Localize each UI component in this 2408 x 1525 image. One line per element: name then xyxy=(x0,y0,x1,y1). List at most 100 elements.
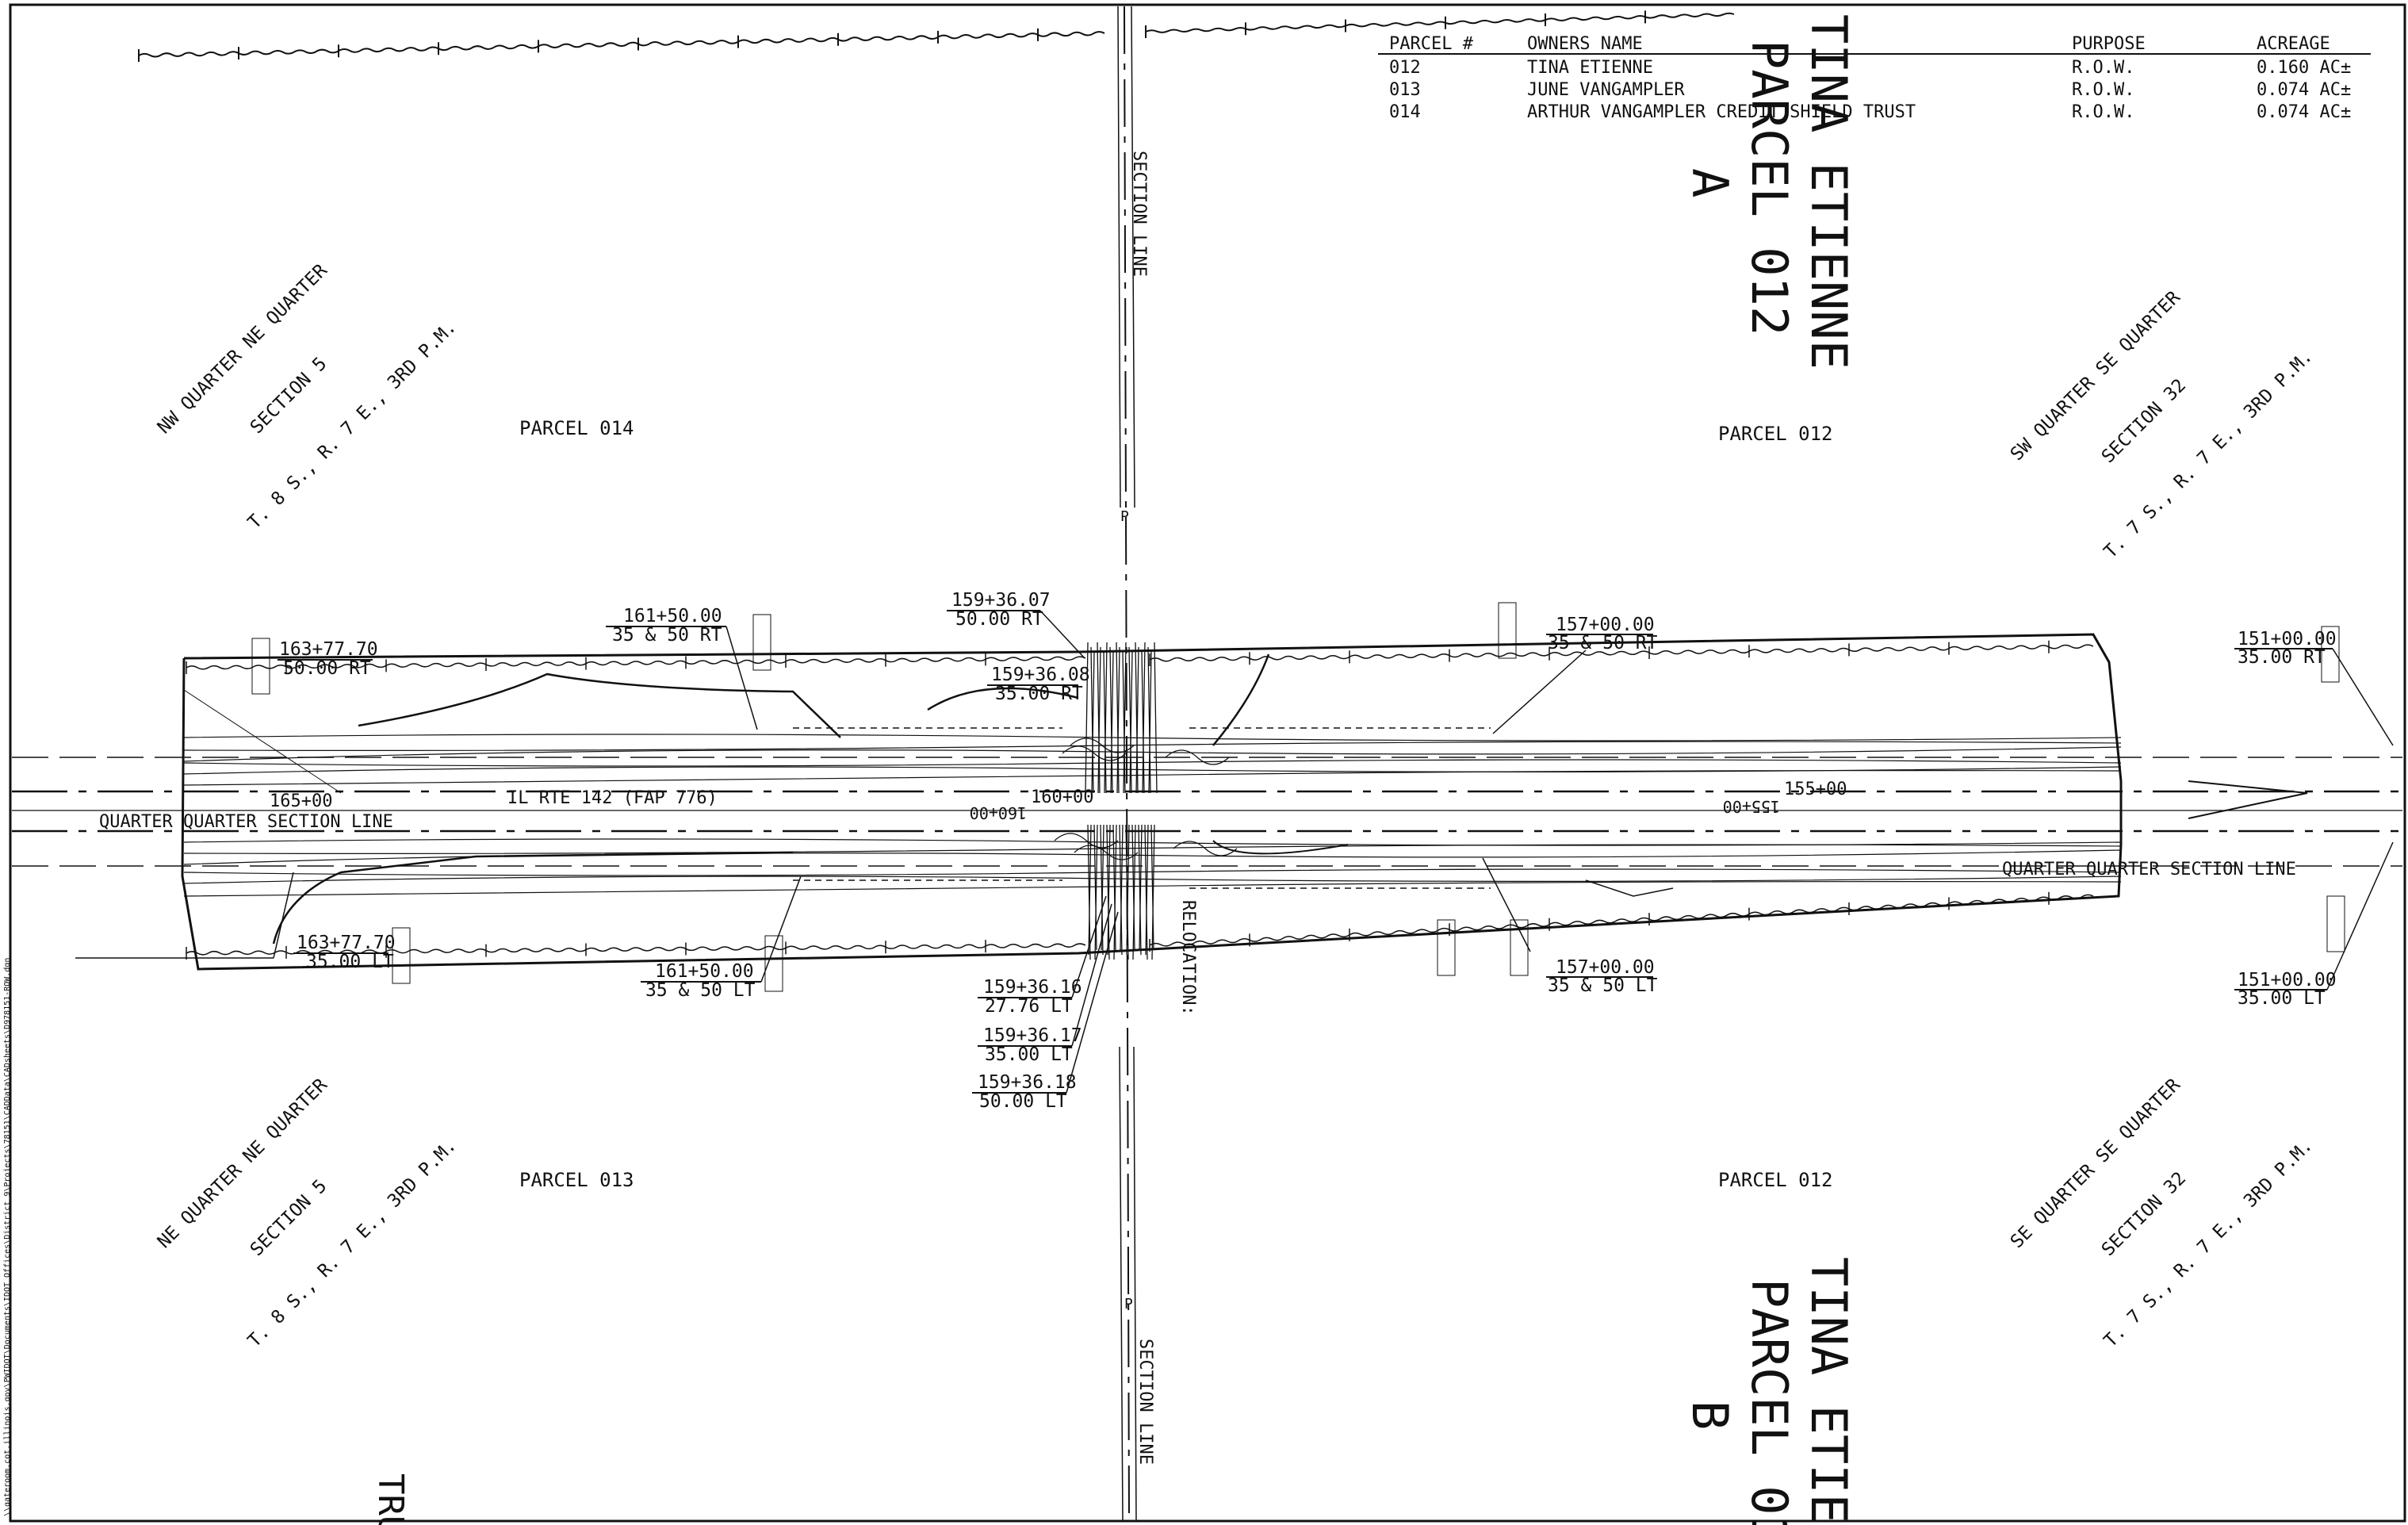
table-row-acreage: 0.074 AC± xyxy=(2257,80,2351,100)
station-label-inverted: 155+00 xyxy=(1723,797,1780,816)
quarter-line-label-left: QUARTER QUARTER SECTION LINE xyxy=(99,812,393,832)
svg-text:50.00 LT: 50.00 LT xyxy=(979,1091,1067,1112)
table-row-purpose: R.O.W. xyxy=(2072,80,2134,100)
file-path: \\gateroom.cot.illinois.gov\PWIDOT\Docum… xyxy=(3,958,12,1516)
svg-text:35.00 RT: 35.00 RT xyxy=(995,684,1083,704)
callout: 157+00.00 35 & 50 LT xyxy=(1546,957,1658,996)
table-row-acreage: 0.160 AC± xyxy=(2257,58,2351,78)
section-line-label-top: SECTION LINE xyxy=(1129,151,1149,277)
table-row-owner: JUNE VANGAMPLER xyxy=(1527,80,1685,100)
parcel-label-sw: PARCEL 013 xyxy=(519,1169,634,1191)
svg-text:159+36.17: 159+36.17 xyxy=(983,1025,1082,1046)
svg-text:157+00.00: 157+00.00 xyxy=(1556,615,1655,635)
table-row-acreage: 0.074 AC± xyxy=(2257,102,2351,122)
quarter-label-bottom-left: NE QUARTER NE QUARTER SECTION 5 T. 8 S.,… xyxy=(154,1075,461,1351)
row-corridor xyxy=(12,633,2402,971)
svg-text:SECTION 32: SECTION 32 xyxy=(2098,1168,2190,1260)
svg-text:50.00 RT: 50.00 RT xyxy=(955,609,1043,630)
svg-text:157+00.00: 157+00.00 xyxy=(1556,957,1655,978)
svg-text:159+36.07: 159+36.07 xyxy=(951,590,1051,611)
svg-text:159+36.08: 159+36.08 xyxy=(991,665,1090,685)
svg-text:T. 7 S., R. 7 E., 3RD P.M.: T. 7 S., R. 7 E., 3RD P.M. xyxy=(2100,346,2317,562)
svg-text:35.00 LT: 35.00 LT xyxy=(306,952,394,972)
table-row-owner: TINA ETIENNE xyxy=(1527,58,1653,78)
callout: 163+77.70 50.00 RT xyxy=(278,639,378,679)
svg-text:159+36.16: 159+36.16 xyxy=(983,977,1082,998)
svg-text:50.00 RT: 50.00 RT xyxy=(283,658,371,679)
svg-text:NE QUARTER NE QUARTER: NE QUARTER NE QUARTER xyxy=(154,1075,331,1252)
callout: 159+36.17 35.00 LT xyxy=(978,903,1112,1065)
svg-text:SW QUARTER SE QUARTER: SW QUARTER SE QUARTER xyxy=(2007,287,2184,465)
svg-text:SECTION 32: SECTION 32 xyxy=(2098,375,2190,467)
section-line-label-bottom: SECTION LINE xyxy=(1135,1339,1155,1465)
table-header-owner: OWNERS NAME xyxy=(1527,34,1643,54)
callout: 151+00.00 35.00 LT xyxy=(2234,841,2394,1009)
station-label: 160+00 xyxy=(1031,787,1093,807)
callout: 159+36.07 50.00 RT xyxy=(947,590,1085,659)
small-station-tags xyxy=(251,602,2345,992)
title-owner: TINA ETIEN xyxy=(1800,1257,1858,1525)
svg-text:35 & 50 LT: 35 & 50 LT xyxy=(645,980,756,1001)
title-parcel-a: TINA ETIENNE PARCEL 012 A xyxy=(1681,14,1858,370)
svg-text:161+50.00: 161+50.00 xyxy=(623,606,722,626)
quarter-label-bottom-right: SE QUARTER SE QUARTER SECTION 32 T. 7 S.… xyxy=(2007,1075,2317,1351)
title-partial: TRU xyxy=(370,1473,411,1525)
quarter-label-top-left: NW QUARTER NE QUARTER SECTION 5 T. 8 S.,… xyxy=(154,260,461,533)
table-header-parcel: PARCEL # xyxy=(1389,34,1474,54)
sheet-border xyxy=(9,3,2406,1523)
title-parcel: PARCEL 012 xyxy=(1740,40,1798,335)
svg-text:159+36.18: 159+36.18 xyxy=(978,1072,1077,1093)
callout: 157+00.00 35 & 50 RT xyxy=(1546,615,1658,653)
parcel-label-se: PARCEL 012 xyxy=(1718,1169,1833,1191)
svg-text:151+00.00: 151+00.00 xyxy=(2238,970,2337,990)
svg-text:35.00 LT: 35.00 LT xyxy=(985,1044,1073,1065)
callout: 161+50.00 35 & 50 LT xyxy=(641,876,802,1001)
callout: 159+36.18 50.00 LT xyxy=(972,911,1119,1112)
table-row-parcel: 014 xyxy=(1389,102,1421,122)
title-letter: A xyxy=(1681,168,1739,197)
station-label: 155+00 xyxy=(1784,780,1847,799)
svg-text:SECTION 5: SECTION 5 xyxy=(247,354,331,439)
callouts: 163+77.70 50.00 RT 161+50.00 35 & 50 RT … xyxy=(278,590,2394,1112)
svg-text:163+77.70: 163+77.70 xyxy=(279,639,378,660)
svg-text:161+50.00: 161+50.00 xyxy=(655,961,754,982)
table-row-purpose: R.O.W. xyxy=(2072,58,2134,78)
svg-text:27.76 LT: 27.76 LT xyxy=(985,996,1073,1017)
svg-text:SECTION 5: SECTION 5 xyxy=(247,1176,331,1261)
property-line-mark: P xyxy=(1120,508,1129,525)
parcel-table: PARCEL # OWNERS NAME PURPOSE ACREAGE 012… xyxy=(1378,34,2371,122)
svg-text:SE QUARTER SE QUARTER: SE QUARTER SE QUARTER xyxy=(2007,1075,2184,1252)
callout: 159+36.16 27.76 LT xyxy=(978,895,1107,1017)
table-row-owner: ARTHUR VANGAMPLER CREDIT SHIELD TRUST xyxy=(1527,102,1916,122)
station-label: 165+00 xyxy=(270,791,332,811)
section-line xyxy=(1117,6,1137,1522)
table-row-parcel: 013 xyxy=(1389,80,1421,100)
property-line-mark: P xyxy=(1124,1296,1133,1312)
table-header-purpose: PURPOSE xyxy=(2072,34,2146,54)
callout: 159+36.08 35.00 RT xyxy=(987,665,1090,704)
title-letter: B xyxy=(1681,1400,1739,1430)
table-row-purpose: R.O.W. xyxy=(2072,102,2134,122)
callout: 161+50.00 35 & 50 RT xyxy=(606,606,758,730)
svg-text:NW QUARTER NE QUARTER: NW QUARTER NE QUARTER xyxy=(154,260,331,438)
relocation-label: RELOCATION: xyxy=(1178,900,1198,1016)
callout: 151+00.00 35.00 RT xyxy=(2234,629,2394,746)
svg-text:T. 7 S., R. 7 E., 3RD P.M.: T. 7 S., R. 7 E., 3RD P.M. xyxy=(2100,1135,2317,1351)
table-header-acreage: ACREAGE xyxy=(2257,34,2330,54)
svg-text:35 & 50 RT: 35 & 50 RT xyxy=(612,625,722,646)
svg-text:T. 8 S., R. 7 E., 3RD P.M.: T. 8 S., R. 7 E., 3RD P.M. xyxy=(244,316,461,533)
fence-line-top xyxy=(138,10,1735,62)
title-parcel-b: TINA ETIEN PARCEL 01 B xyxy=(1681,1257,1858,1525)
svg-text:35 & 50 LT: 35 & 50 LT xyxy=(1548,975,1658,996)
parcel-label-ne: PARCEL 012 xyxy=(1718,423,1833,445)
table-row-parcel: 012 xyxy=(1389,58,1421,78)
quarter-line-label-right: QUARTER QUARTER SECTION LINE xyxy=(2002,860,2296,879)
svg-text:35 & 50 RT: 35 & 50 RT xyxy=(1548,633,1658,653)
title-owner: TINA ETIENNE xyxy=(1800,14,1858,370)
title-parcel: PARCEL 01 xyxy=(1740,1278,1798,1525)
svg-text:35.00 RT: 35.00 RT xyxy=(2238,647,2326,668)
callout: 163+77.70 35.00 LT xyxy=(293,933,396,972)
svg-text:151+00.00: 151+00.00 xyxy=(2238,629,2337,649)
